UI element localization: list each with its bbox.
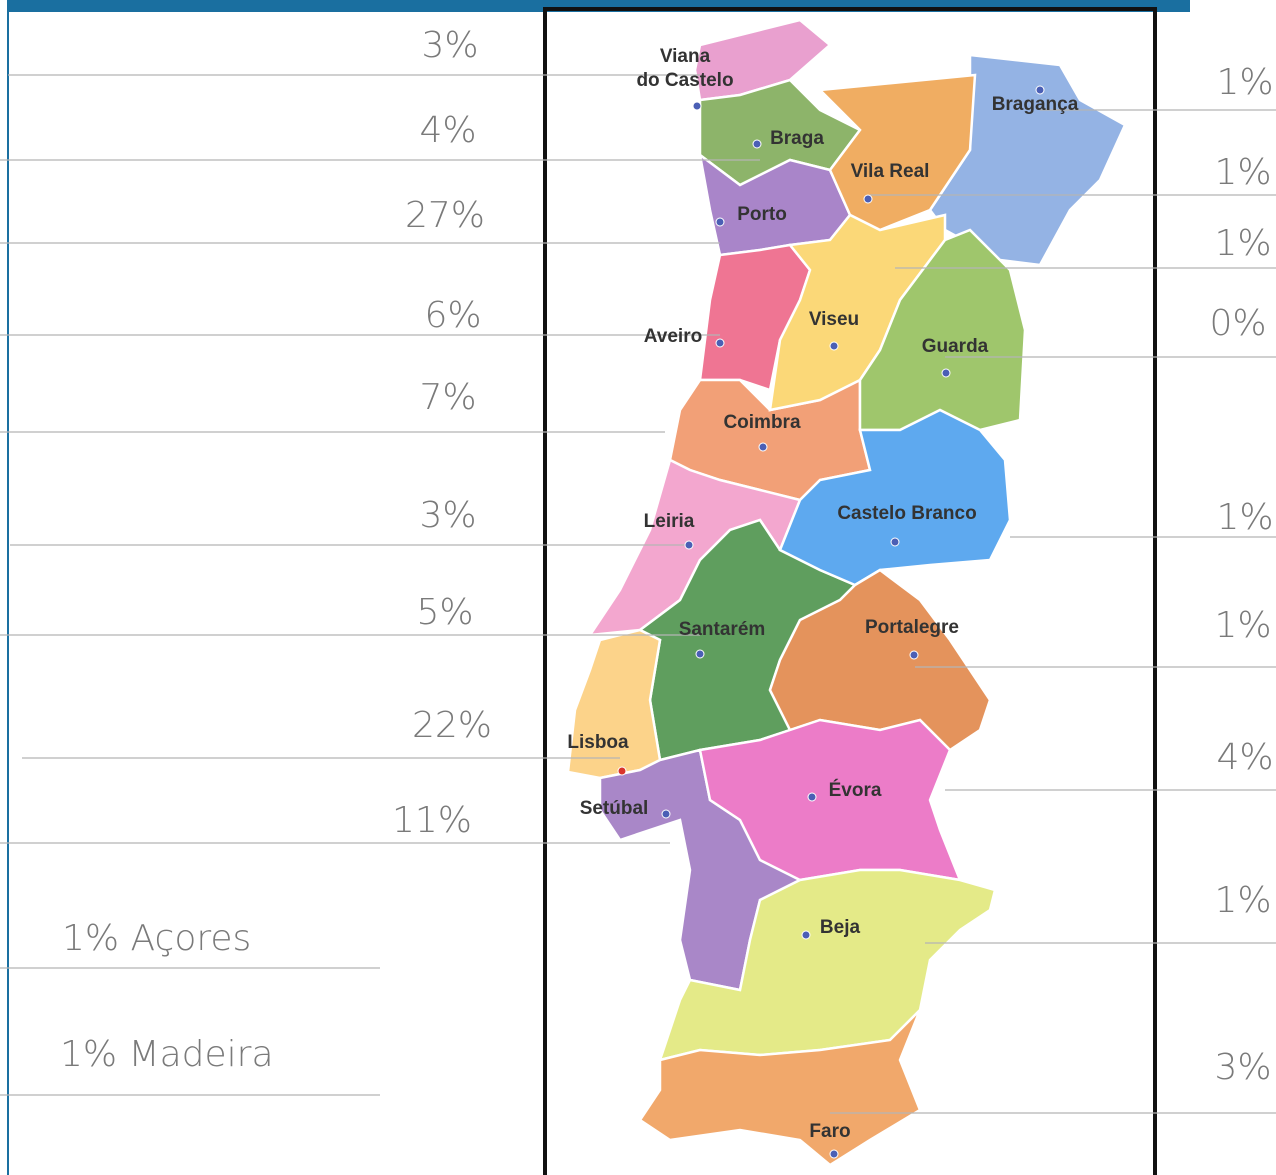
city-label: Lisboa: [567, 732, 629, 753]
city-label: Viana: [660, 46, 711, 67]
share-label: 5%: [416, 592, 473, 633]
city-label: Vila Real: [851, 161, 930, 182]
city-label: Bragança: [992, 94, 1079, 115]
island-label: 1% Açores: [62, 918, 251, 959]
share-label: 27%: [405, 195, 485, 236]
share-label: 1%: [1214, 223, 1271, 264]
share-label: 4%: [419, 110, 476, 151]
city-label: do Castelo: [636, 70, 733, 91]
map-frame: [543, 7, 1157, 1175]
city-dot: [715, 217, 725, 227]
district-region: [698, 718, 962, 882]
city-dot: [829, 1149, 839, 1159]
city-dot: [829, 341, 839, 351]
city-dot: [661, 809, 671, 819]
city-label: Évora: [829, 779, 882, 801]
city-label: Guarda: [922, 336, 989, 357]
district-region: [658, 868, 997, 1062]
district-region: [778, 408, 1012, 587]
share-label: 4%: [1216, 737, 1273, 778]
city-dot: [684, 540, 694, 550]
city-dot: [1035, 85, 1045, 95]
city-label: Castelo Branco: [837, 503, 976, 524]
city-dot: [752, 139, 762, 149]
share-label: 7%: [419, 377, 476, 418]
share-label: 6%: [424, 295, 481, 336]
city-dot: [715, 338, 725, 348]
city-label: Aveiro: [644, 326, 702, 347]
share-label: 1%: [1216, 62, 1273, 103]
city-dot: [801, 930, 811, 940]
city-dot: [617, 766, 627, 776]
city-dot: [863, 194, 873, 204]
city-label: Coimbra: [723, 412, 801, 433]
city-label: Beja: [820, 917, 861, 938]
city-dot: [941, 368, 951, 378]
district-region: [638, 1009, 922, 1167]
share-label: 3%: [1214, 1047, 1271, 1088]
city-dot: [909, 650, 919, 660]
share-label: 1%: [1214, 152, 1271, 193]
city-dot: [807, 792, 817, 802]
city-dot: [758, 442, 768, 452]
city-dot: [692, 101, 702, 111]
share-label: 1%: [1214, 605, 1271, 646]
map: [566, 18, 1127, 1167]
share-label: 11%: [392, 800, 472, 841]
labels: Viana do Castelo 3% Braga 4% Porto 27% Aveiro 6%…: [0, 25, 1276, 1159]
share-label: 1%: [1216, 497, 1273, 538]
city-label: Porto: [737, 204, 787, 225]
city-dot: [695, 649, 705, 659]
city-label: Portalegre: [865, 617, 959, 638]
city-label: Santarém: [679, 619, 766, 640]
city-label: Setúbal: [580, 798, 649, 819]
city-label: Leiria: [644, 511, 695, 532]
city-label: Braga: [770, 128, 824, 149]
share-label: 1%: [1214, 880, 1271, 921]
share-label: 22%: [412, 705, 492, 746]
city-label: Viseu: [809, 309, 859, 330]
city-dot: [890, 537, 900, 547]
island-label: 1% Madeira: [60, 1034, 274, 1075]
share-label: 3%: [421, 25, 478, 66]
share-label: 3%: [419, 495, 476, 536]
city-label: Faro: [809, 1121, 850, 1142]
share-label: 0%: [1209, 303, 1266, 344]
